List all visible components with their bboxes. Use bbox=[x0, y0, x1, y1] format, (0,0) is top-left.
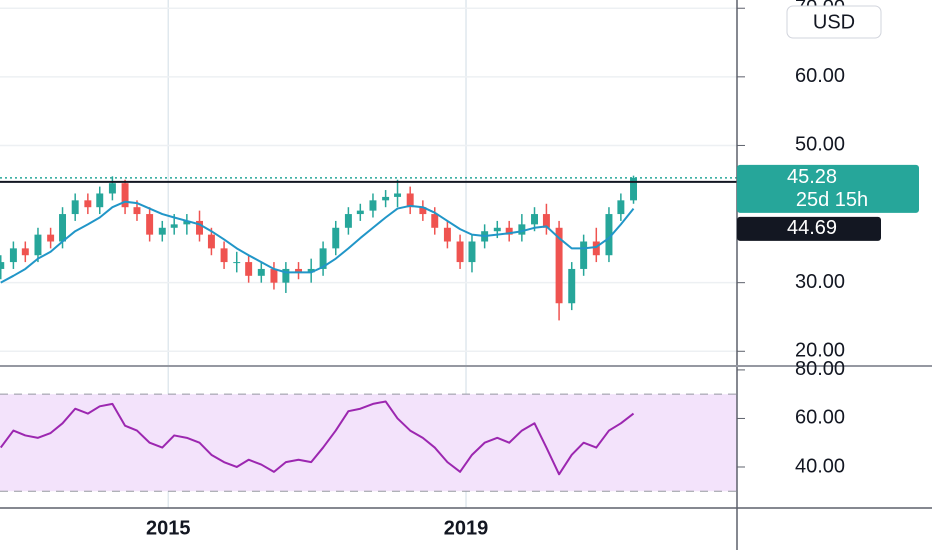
candle-body bbox=[121, 183, 129, 208]
candle-body bbox=[220, 248, 228, 263]
candle-body bbox=[319, 248, 327, 269]
candle-body bbox=[605, 214, 613, 256]
candle-body bbox=[21, 248, 29, 256]
candle-body bbox=[531, 214, 538, 225]
candle-body bbox=[518, 224, 526, 235]
candle-body bbox=[369, 200, 377, 211]
candle-body bbox=[170, 224, 178, 228]
candle-body bbox=[207, 234, 215, 249]
candle-body bbox=[493, 227, 501, 232]
candle-body bbox=[9, 248, 17, 263]
candle-body bbox=[282, 268, 290, 283]
candle-body bbox=[419, 207, 427, 215]
candle-body bbox=[84, 200, 92, 208]
candle-body bbox=[456, 241, 464, 263]
countdown-label: 25d 15h bbox=[796, 189, 868, 211]
moving-average-line bbox=[0, 200, 635, 284]
x-tick-label: 2019 bbox=[444, 517, 489, 539]
price-level-tag bbox=[737, 216, 881, 241]
candle-body bbox=[468, 241, 476, 263]
candle-body bbox=[406, 193, 414, 208]
candle-body bbox=[183, 220, 191, 225]
currency-label[interactable]: USD bbox=[813, 11, 855, 33]
candle-body bbox=[245, 262, 253, 276]
candle-body bbox=[332, 227, 340, 249]
candle-body bbox=[505, 227, 513, 235]
rsi-y-tick-label: 40.00 bbox=[795, 455, 845, 477]
candle-body bbox=[233, 262, 241, 264]
candle-body bbox=[555, 227, 563, 304]
candle-body bbox=[356, 210, 364, 215]
candle-body bbox=[71, 200, 79, 215]
rsi-y-tick-label: 60.00 bbox=[795, 407, 845, 429]
candle-body bbox=[443, 227, 451, 242]
plot bbox=[0, 175, 737, 476]
y-tick-label: 60.00 bbox=[795, 65, 845, 87]
candle-body bbox=[0, 262, 5, 269]
price-level-label: 44.69 bbox=[787, 217, 837, 239]
rsi-band bbox=[0, 394, 737, 492]
last-price-tag bbox=[737, 164, 919, 213]
candle-body bbox=[580, 241, 588, 269]
candle-body bbox=[344, 214, 352, 228]
candle-body bbox=[431, 214, 439, 228]
candle-body bbox=[96, 193, 104, 208]
grid bbox=[0, 0, 737, 508]
candle-body bbox=[47, 234, 55, 242]
y-tick-label: 20.00 bbox=[795, 340, 845, 362]
rsi-line bbox=[0, 400, 635, 476]
candle-body bbox=[158, 227, 166, 235]
last-price-label: 45.28 bbox=[787, 166, 837, 188]
candle-body bbox=[270, 268, 278, 283]
candle-body bbox=[307, 268, 315, 273]
candle-body bbox=[542, 214, 550, 228]
candle-body bbox=[257, 268, 265, 276]
candle-body bbox=[34, 234, 42, 256]
candle-body bbox=[382, 196, 390, 201]
candle-body bbox=[146, 214, 154, 235]
candle-body bbox=[196, 220, 203, 235]
candle-body bbox=[133, 207, 141, 215]
candle-body bbox=[59, 214, 67, 242]
candle-body bbox=[568, 268, 576, 304]
x-tick-label: 2015 bbox=[146, 517, 191, 539]
candle-body bbox=[394, 193, 402, 197]
candle-body bbox=[108, 183, 116, 194]
candle-body bbox=[630, 177, 638, 201]
candle-body bbox=[295, 268, 303, 273]
y-tick-label: 30.00 bbox=[795, 271, 845, 293]
axes: 2015201920.0030.0050.0060.0070.0040.0060… bbox=[146, 0, 919, 539]
candle-body bbox=[592, 241, 600, 256]
y-tick-label: 50.00 bbox=[795, 134, 845, 156]
currency-button[interactable] bbox=[786, 5, 882, 39]
candle-body bbox=[617, 200, 625, 215]
rsi-y-tick-label: 80.00 bbox=[795, 358, 845, 380]
